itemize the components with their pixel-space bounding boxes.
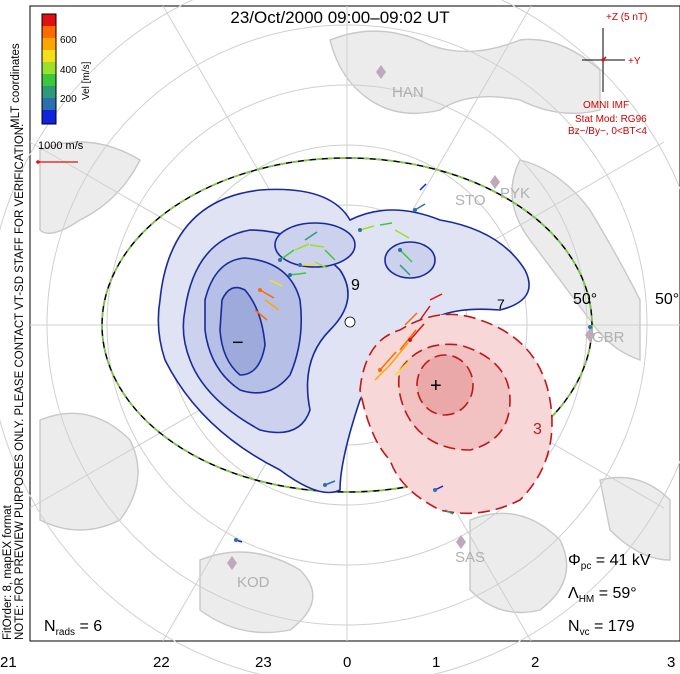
- negative-contour-4: [219, 286, 266, 376]
- station-han: HAN: [392, 84, 424, 101]
- nvc-subscript: vc: [579, 627, 590, 639]
- mlt-tick-23: 23: [255, 654, 272, 671]
- vector-dots: [234, 208, 592, 542]
- contour-label-7: 7: [497, 296, 505, 312]
- station-sas: SAS: [455, 549, 486, 566]
- colorbar-segment: [42, 74, 56, 86]
- map-title: 23/Oct/2000 09:00–09:02 UT: [230, 8, 450, 27]
- phi-subscript: pc: [580, 561, 592, 573]
- colorbar: [41, 13, 57, 125]
- stat-model: Stat Mod: RG96: [575, 114, 647, 125]
- colorbar-segment: [42, 98, 56, 110]
- imf-z-label: +Z (5 nT): [606, 12, 648, 23]
- positive-cell: [359, 313, 553, 515]
- velocity-reference-dot: [36, 160, 40, 164]
- imf-y-label: +Y: [628, 56, 641, 67]
- colorbar-tick-200: 200: [60, 94, 77, 105]
- imf-condition: Bz−/By−, 0<BT<4: [568, 126, 647, 137]
- lambda-value: = 59°: [598, 585, 637, 602]
- fit-order-info: FitOrder: 8, mapEX format: [2, 505, 14, 640]
- station-kod: KOD: [237, 574, 270, 591]
- station-gbr: GBR: [592, 329, 625, 346]
- colorbar-segment: [42, 86, 56, 98]
- phi-value: = 41 kV: [595, 552, 651, 569]
- colorbar-tick-600: 600: [60, 35, 77, 46]
- radar-count: Nrads = 6: [44, 618, 102, 638]
- phi-symbol: Φ: [568, 552, 581, 569]
- imf-clock: [582, 28, 625, 92]
- colorbar-segment: [42, 38, 56, 50]
- potential-max-marker: +: [430, 375, 442, 397]
- mlt-tick-21: 21: [0, 654, 17, 671]
- station-sto: STO: [455, 192, 486, 209]
- vector-count: Nvc = 179: [568, 618, 635, 638]
- plot-border: [29, 5, 680, 642]
- hm-boundary: [101, 157, 593, 493]
- mlt-tick-22: 22: [153, 654, 170, 671]
- velocity-vectors: [235, 183, 454, 543]
- contour-label-9: 9: [351, 277, 360, 294]
- colorbar-segment: [42, 50, 56, 62]
- preview-notice: NOTE: FOR PREVIEW PURPOSES ONLY. PLEASE …: [14, 123, 26, 640]
- nvc-symbol: N: [568, 618, 580, 635]
- nrads-symbol: N: [44, 618, 56, 635]
- contour-label-3: 3: [533, 421, 542, 438]
- velocity-reference-label: 1000 m/s: [38, 140, 84, 152]
- colorbar-segment: [42, 62, 56, 74]
- colorbar-segment: [42, 14, 56, 26]
- hm-latitude: ΛHM = 59°: [568, 585, 637, 605]
- lambda-subscript: HM: [578, 594, 595, 606]
- station-markers: [227, 65, 595, 570]
- colorbar-segment: [42, 110, 56, 124]
- potential-min-marker: −: [232, 332, 244, 354]
- positive-contour-3: [416, 354, 474, 416]
- colorbar-tick-400: 400: [60, 65, 77, 76]
- pole-marker: [344, 316, 356, 328]
- mlt-tick-1: 1: [432, 654, 441, 671]
- lambda-symbol: Λ: [568, 585, 579, 602]
- colorbar-segment: [42, 26, 56, 38]
- coastlines: [39, 30, 671, 634]
- nvc-value: = 179: [594, 618, 635, 635]
- mlt-tick-2: 2: [531, 654, 540, 671]
- nrads-value: = 6: [79, 618, 103, 635]
- latitude-label-inner: 50°: [573, 291, 598, 308]
- station-pyk: PYK: [500, 185, 531, 202]
- mlt-tick-0: 0: [343, 654, 352, 671]
- imf-source: OMNI IMF: [583, 100, 630, 111]
- cross-polar-potential: Φpc = 41 kV: [568, 552, 650, 572]
- mlt-tick-3: 3: [667, 654, 676, 671]
- negative-cell: [157, 188, 530, 494]
- nrads-subscript: rads: [55, 627, 76, 639]
- colorbar-label: Vel [m/s]: [81, 61, 92, 100]
- latitude-label-outer: 50°: [655, 291, 680, 308]
